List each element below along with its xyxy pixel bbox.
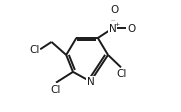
- Text: N: N: [109, 24, 116, 34]
- Text: N: N: [87, 77, 94, 87]
- Text: Cl: Cl: [50, 84, 61, 94]
- Text: O: O: [127, 24, 135, 34]
- Text: O: O: [111, 5, 119, 15]
- Text: +: +: [114, 22, 120, 27]
- Text: Cl: Cl: [29, 45, 40, 55]
- Text: Cl: Cl: [116, 69, 127, 79]
